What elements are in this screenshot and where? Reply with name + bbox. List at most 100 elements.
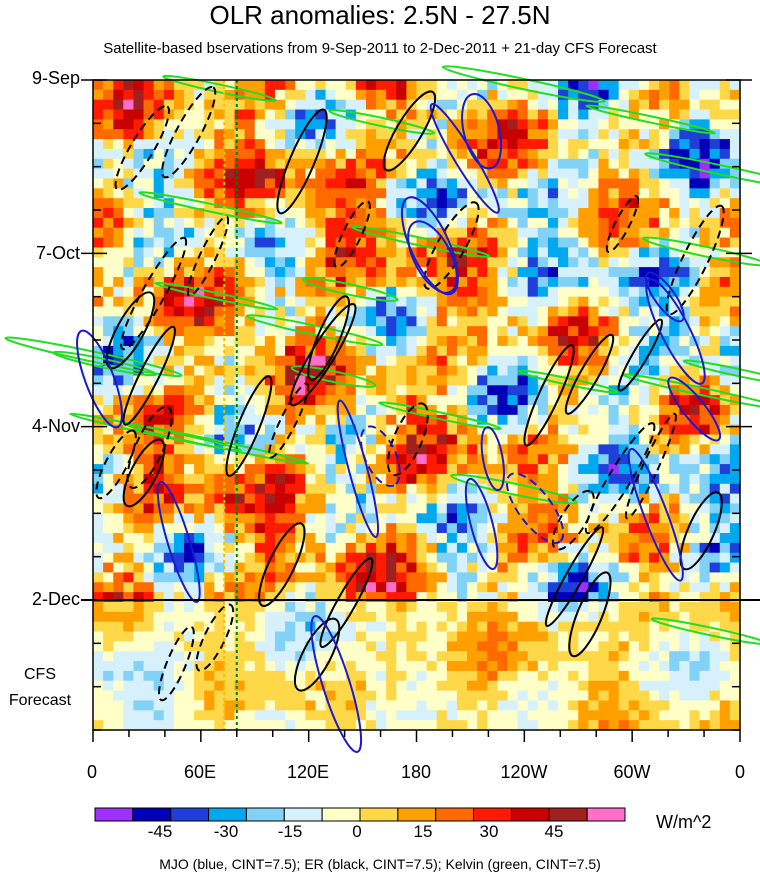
heatmap-cell: [558, 424, 569, 436]
heatmap-cell: [295, 601, 306, 613]
heatmap-cell: [547, 720, 559, 731]
heatmap-cell: [537, 129, 549, 140]
heatmap-cell: [103, 355, 114, 367]
heatmap-cell: [507, 542, 519, 554]
heatmap-cell: [153, 601, 165, 613]
heatmap-cell: [274, 562, 286, 574]
heatmap-cell: [386, 119, 397, 130]
heatmap-cell: [244, 178, 256, 189]
heatmap-cell: [547, 139, 559, 150]
heatmap-cell: [244, 513, 256, 524]
heatmap-cell: [396, 710, 407, 721]
heatmap-cell: [608, 306, 620, 317]
heatmap-cell: [416, 208, 428, 219]
heatmap-cell: [446, 641, 458, 652]
heatmap-cell: [315, 542, 327, 554]
heatmap-cell: [224, 336, 236, 347]
heatmap-cell: [578, 641, 589, 652]
heatmap-cell: [93, 80, 104, 91]
heatmap-cell: [699, 464, 711, 475]
colorbar-label-4: 15: [413, 822, 433, 841]
heatmap-cell: [113, 119, 124, 130]
heatmap-cell: [234, 562, 246, 574]
heatmap-cell: [214, 700, 226, 711]
heatmap-cell: [143, 592, 155, 603]
heatmap-cell: [598, 641, 610, 652]
heatmap-cell: [345, 434, 357, 445]
heatmap-cell: [214, 562, 226, 574]
heatmap-cell: [446, 414, 458, 426]
heatmap-cell: [477, 621, 488, 633]
heatmap-cell: [527, 631, 539, 642]
heatmap-cell: [659, 365, 670, 377]
heatmap-cell: [416, 148, 428, 160]
heatmap-cell: [133, 601, 145, 613]
heatmap-cell: [305, 296, 317, 308]
heatmap-cell: [365, 227, 377, 239]
heatmap-cell: [113, 316, 124, 327]
heatmap-cell: [527, 355, 539, 367]
heatmap-cell: [133, 444, 145, 455]
er-contour: [605, 195, 640, 254]
heatmap-cell: [628, 651, 640, 662]
heatmap-cell: [416, 533, 428, 544]
heatmap-cell: [204, 247, 215, 258]
heatmap-cell: [527, 552, 539, 564]
heatmap-cell: [426, 355, 438, 367]
heatmap-cell: [244, 552, 256, 564]
heatmap-cell: [376, 414, 387, 426]
heatmap-cell: [517, 611, 529, 623]
heatmap-cell: [355, 188, 367, 199]
heatmap-cell: [244, 306, 256, 317]
heatmap-cell: [113, 592, 124, 603]
heatmap-cell: [517, 503, 529, 514]
heatmap-cell: [497, 444, 509, 455]
heatmap-cell: [315, 345, 327, 357]
heatmap-cell: [345, 700, 357, 711]
heatmap-cell: [113, 680, 124, 692]
heatmap-cell: [173, 109, 185, 120]
heatmap-cell: [285, 129, 296, 140]
heatmap-cell: [477, 542, 488, 554]
heatmap-cell: [446, 405, 458, 416]
heatmap-cell: [335, 109, 347, 120]
heatmap-cell: [264, 513, 276, 524]
heatmap-cell: [264, 80, 276, 91]
heatmap-cell: [709, 710, 721, 721]
heatmap-cell: [487, 119, 498, 130]
heatmap-cell: [254, 365, 266, 377]
heatmap-cell: [183, 109, 195, 120]
heatmap-cell: [517, 129, 529, 140]
heatmap-cell: [649, 89, 660, 101]
heatmap-cell: [578, 80, 589, 91]
heatmap-cell: [517, 286, 529, 298]
heatmap-cell: [335, 178, 347, 189]
heatmap-cell: [517, 306, 529, 317]
heatmap-cell: [376, 631, 387, 642]
heatmap-cell: [264, 395, 276, 406]
heatmap-cell: [517, 316, 529, 327]
heatmap-cell: [325, 405, 337, 416]
heatmap-cell: [113, 690, 124, 702]
heatmap-cell: [325, 533, 337, 544]
heatmap-cell: [558, 267, 569, 278]
heatmap-cell: [234, 109, 246, 120]
heatmap-cell: [497, 375, 509, 386]
heatmap-cell: [659, 257, 670, 268]
heatmap-cell: [649, 99, 660, 111]
heatmap-cell: [477, 503, 488, 514]
heatmap-cell: [649, 493, 660, 505]
heatmap-cell: [143, 641, 155, 652]
heatmap-cell: [699, 523, 711, 534]
heatmap-cell: [113, 188, 124, 199]
heatmap-cell: [173, 513, 185, 524]
heatmap-cell: [103, 326, 114, 337]
heatmap-cell: [396, 89, 407, 101]
heatmap-cell: [649, 464, 660, 475]
heatmap-cell: [274, 651, 286, 662]
heatmap-cell: [234, 621, 246, 633]
heatmap-cell: [103, 89, 114, 101]
heatmap-cell: [467, 493, 478, 505]
heatmap-cell: [699, 651, 711, 662]
heatmap-cell: [487, 276, 498, 288]
